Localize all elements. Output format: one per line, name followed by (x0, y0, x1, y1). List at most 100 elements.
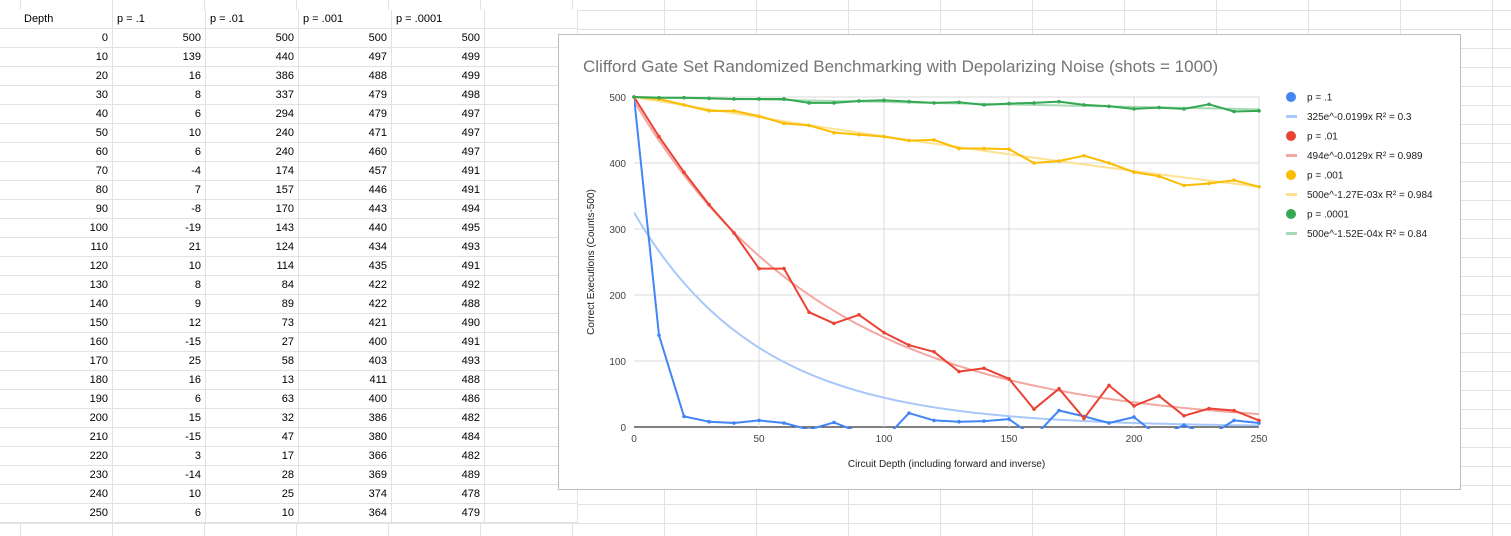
table-cell[interactable]: 421 (298, 313, 392, 333)
table-cell[interactable]: 482 (391, 446, 485, 466)
empty-cell[interactable] (484, 484, 578, 504)
table-cell[interactable]: 380 (298, 427, 392, 447)
table-cell[interactable]: 160 (0, 332, 113, 352)
table-cell[interactable]: 497 (391, 123, 485, 143)
table-cell[interactable]: 499 (391, 47, 485, 67)
header-cell[interactable]: p = .001 (298, 10, 392, 29)
table-cell[interactable]: 366 (298, 446, 392, 466)
table-cell[interactable]: 17 (205, 446, 299, 466)
table-cell[interactable]: 9 (112, 294, 206, 314)
table-cell[interactable]: 6 (112, 503, 206, 523)
table-cell[interactable]: -4 (112, 161, 206, 181)
table-cell[interactable]: 482 (391, 408, 485, 428)
table-cell[interactable]: 143 (205, 218, 299, 238)
table-cell[interactable]: 492 (391, 275, 485, 295)
table-cell[interactable]: 500 (298, 28, 392, 48)
empty-cell[interactable] (484, 123, 578, 143)
table-cell[interactable]: 457 (298, 161, 392, 181)
table-cell[interactable]: 70 (0, 161, 113, 181)
table-cell[interactable]: 32 (205, 408, 299, 428)
chart-container[interactable]: Clifford Gate Set Randomized Benchmarkin… (558, 34, 1461, 490)
table-cell[interactable]: 220 (0, 446, 113, 466)
table-cell[interactable]: 374 (298, 484, 392, 504)
empty-cell[interactable] (484, 104, 578, 124)
empty-cell[interactable] (484, 28, 578, 48)
table-cell[interactable]: 174 (205, 161, 299, 181)
table-cell[interactable]: 7 (112, 180, 206, 200)
table-cell[interactable]: 403 (298, 351, 392, 371)
table-cell[interactable]: 250 (0, 503, 113, 523)
table-cell[interactable]: 28 (205, 465, 299, 485)
table-cell[interactable]: 50 (0, 123, 113, 143)
table-cell[interactable]: 386 (205, 66, 299, 86)
table-cell[interactable]: 422 (298, 294, 392, 314)
empty-cell[interactable] (484, 351, 578, 371)
table-cell[interactable]: 497 (391, 104, 485, 124)
table-cell[interactable]: 240 (0, 484, 113, 504)
table-cell[interactable]: 8 (112, 85, 206, 105)
empty-cell[interactable] (484, 85, 578, 105)
table-cell[interactable]: 100 (0, 218, 113, 238)
table-cell[interactable]: 140 (0, 294, 113, 314)
table-cell[interactable]: -19 (112, 218, 206, 238)
table-cell[interactable]: 495 (391, 218, 485, 238)
table-cell[interactable]: 440 (298, 218, 392, 238)
table-cell[interactable]: 90 (0, 199, 113, 219)
table-cell[interactable]: 493 (391, 237, 485, 257)
table-cell[interactable]: 80 (0, 180, 113, 200)
table-cell[interactable]: 497 (391, 142, 485, 162)
table-cell[interactable]: 47 (205, 427, 299, 447)
table-cell[interactable]: 491 (391, 256, 485, 276)
empty-cell[interactable] (484, 10, 578, 29)
empty-cell[interactable] (484, 332, 578, 352)
empty-cell[interactable] (484, 313, 578, 333)
table-cell[interactable]: 157 (205, 180, 299, 200)
table-cell[interactable]: 369 (298, 465, 392, 485)
header-cell[interactable]: Depth (0, 10, 113, 29)
table-cell[interactable]: 422 (298, 275, 392, 295)
table-cell[interactable]: 230 (0, 465, 113, 485)
table-cell[interactable]: 170 (205, 199, 299, 219)
empty-cell[interactable] (484, 66, 578, 86)
table-cell[interactable]: 10 (112, 484, 206, 504)
empty-cell[interactable] (484, 161, 578, 181)
table-cell[interactable]: 10 (112, 123, 206, 143)
empty-cell[interactable] (484, 503, 578, 523)
empty-cell[interactable] (484, 389, 578, 409)
table-cell[interactable]: 337 (205, 85, 299, 105)
table-cell[interactable]: 180 (0, 370, 113, 390)
table-cell[interactable]: 114 (205, 256, 299, 276)
table-cell[interactable]: 491 (391, 180, 485, 200)
table-cell[interactable]: 210 (0, 427, 113, 447)
header-cell[interactable]: p = .1 (112, 10, 206, 29)
table-cell[interactable]: -8 (112, 199, 206, 219)
table-cell[interactable]: 30 (0, 85, 113, 105)
table-cell[interactable]: 58 (205, 351, 299, 371)
table-cell[interactable]: 491 (391, 161, 485, 181)
table-cell[interactable]: 12 (112, 313, 206, 333)
table-cell[interactable]: 15 (112, 408, 206, 428)
table-cell[interactable]: 6 (112, 389, 206, 409)
header-cell[interactable]: p = .0001 (391, 10, 485, 29)
table-cell[interactable]: 150 (0, 313, 113, 333)
table-cell[interactable]: 488 (391, 370, 485, 390)
empty-cell[interactable] (484, 47, 578, 67)
table-cell[interactable]: 16 (112, 370, 206, 390)
table-cell[interactable]: 8 (112, 275, 206, 295)
empty-cell[interactable] (484, 237, 578, 257)
table-cell[interactable]: 110 (0, 237, 113, 257)
table-cell[interactable]: 478 (391, 484, 485, 504)
table-cell[interactable]: 479 (298, 104, 392, 124)
table-cell[interactable]: 190 (0, 389, 113, 409)
table-cell[interactable]: 435 (298, 256, 392, 276)
empty-cell[interactable] (484, 275, 578, 295)
table-cell[interactable]: 489 (391, 465, 485, 485)
table-cell[interactable]: 498 (391, 85, 485, 105)
table-cell[interactable]: 471 (298, 123, 392, 143)
table-cell[interactable]: 500 (205, 28, 299, 48)
table-cell[interactable]: 460 (298, 142, 392, 162)
table-cell[interactable]: 440 (205, 47, 299, 67)
table-cell[interactable]: 493 (391, 351, 485, 371)
table-cell[interactable]: 89 (205, 294, 299, 314)
table-cell[interactable]: 479 (298, 85, 392, 105)
